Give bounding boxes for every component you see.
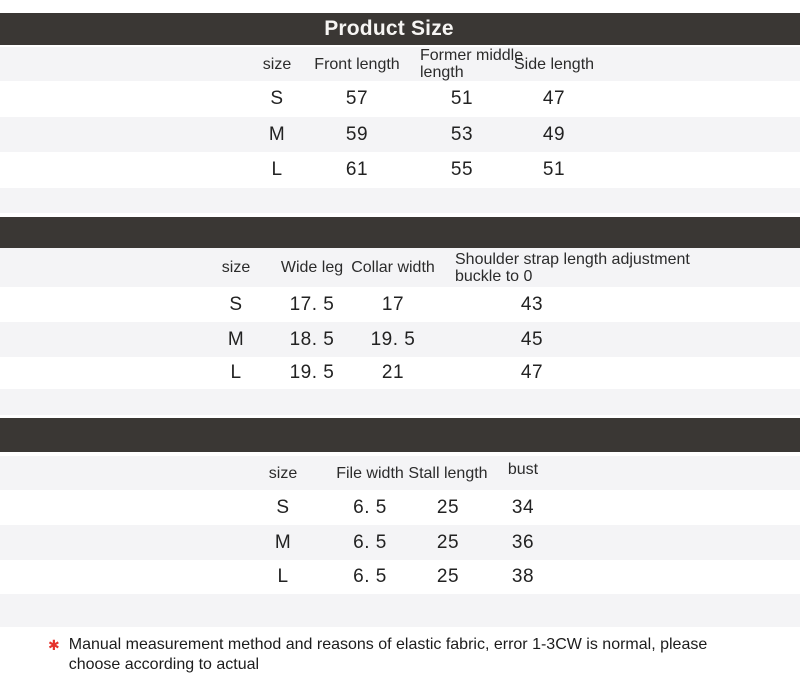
table2-col-collar-width: Collar width	[351, 259, 435, 276]
size-label: M	[274, 531, 292, 553]
size-label: L	[277, 566, 289, 587]
value: 59	[345, 123, 369, 145]
value: 51	[542, 159, 566, 180]
table3-row-m: M 6. 5 25 36	[0, 525, 800, 560]
footnote: ✱ Manual measurement method and reasons …	[0, 627, 800, 675]
size-label: L	[230, 362, 242, 383]
size-label: S	[229, 293, 243, 315]
table2-row-m: M 18. 5 19. 5 45	[0, 322, 800, 357]
footnote-text: Manual measurement method and reasons of…	[68, 636, 708, 673]
size-label: S	[276, 496, 290, 518]
table2-header-row: size Wide leg Collar width Shoulder stra…	[0, 248, 800, 287]
size-label: L	[271, 159, 283, 180]
value: 34	[511, 496, 535, 518]
value: 61	[345, 159, 369, 180]
value: 6. 5	[353, 531, 387, 553]
table3-col-file-width: File width	[336, 464, 404, 482]
value: 57	[345, 88, 369, 109]
value: 53	[450, 123, 474, 145]
table1-row-l: L 61 55 51	[0, 152, 800, 188]
value: 38	[511, 566, 535, 587]
table3-col-bust: bust	[507, 460, 539, 478]
value: 21	[381, 362, 405, 383]
table1-col-size: size	[262, 55, 292, 73]
table2-row-s: S 17. 5 17 43	[0, 287, 800, 322]
value: 17. 5	[289, 293, 335, 315]
divider	[0, 45, 800, 47]
divider	[0, 213, 800, 217]
value: 6. 5	[353, 496, 387, 518]
table1-row-m: M 59 53 49	[0, 117, 800, 152]
table3-header-row: size File width Stall length bust	[0, 456, 800, 490]
table1-row-s: S 57 51 47	[0, 81, 800, 117]
divider	[0, 452, 800, 456]
page-title: Product Size	[324, 17, 454, 40]
table3-col-stall-length: Stall length	[408, 464, 488, 482]
section-separator	[0, 389, 800, 415]
value: 17	[381, 293, 405, 315]
value: 47	[520, 362, 544, 383]
table2-col-shoulder-strap: Shoulder strap length adjustment buckle …	[455, 250, 690, 285]
top-spacer	[0, 0, 800, 13]
value: 51	[450, 88, 474, 109]
value: 25	[436, 531, 460, 553]
table3-row-s: S 6. 5 25 34	[0, 490, 800, 525]
table1-col-former-middle-length: Former middle length	[420, 47, 524, 81]
asterisk-icon: ✱	[48, 637, 60, 653]
value: 55	[450, 159, 474, 180]
title-band: Product Size	[0, 13, 800, 45]
section3-band	[0, 418, 800, 452]
table3-row-l: L 6. 5 25 38	[0, 560, 800, 594]
table3-col-size: size	[268, 464, 298, 482]
value: 49	[542, 123, 566, 145]
value: 6. 5	[353, 566, 387, 587]
size-label: M	[227, 328, 245, 350]
table1-col-side-length: Side length	[513, 55, 595, 73]
table2-col-wide-leg: Wide leg	[280, 259, 344, 276]
size-label: S	[270, 88, 284, 109]
table2-row-l: L 19. 5 21 47	[0, 357, 800, 389]
value: 36	[511, 531, 535, 553]
value: 19. 5	[289, 362, 335, 383]
value: 19. 5	[370, 328, 416, 350]
size-label: M	[268, 123, 286, 145]
value: 18. 5	[289, 328, 335, 350]
value: 25	[436, 566, 460, 587]
table2-col-size: size	[221, 259, 251, 276]
section2-band	[0, 217, 800, 248]
section-separator	[0, 594, 800, 627]
value: 47	[542, 88, 566, 109]
value: 25	[436, 496, 460, 518]
section-separator	[0, 188, 800, 213]
footer-area: ✱ Manual measurement method and reasons …	[0, 627, 800, 690]
value: 45	[520, 328, 544, 350]
table1-header-row: size Front length Former middle length S…	[0, 47, 800, 81]
divider	[0, 415, 800, 418]
table1-col-front-length: Front length	[314, 55, 400, 73]
value: 43	[520, 293, 544, 315]
